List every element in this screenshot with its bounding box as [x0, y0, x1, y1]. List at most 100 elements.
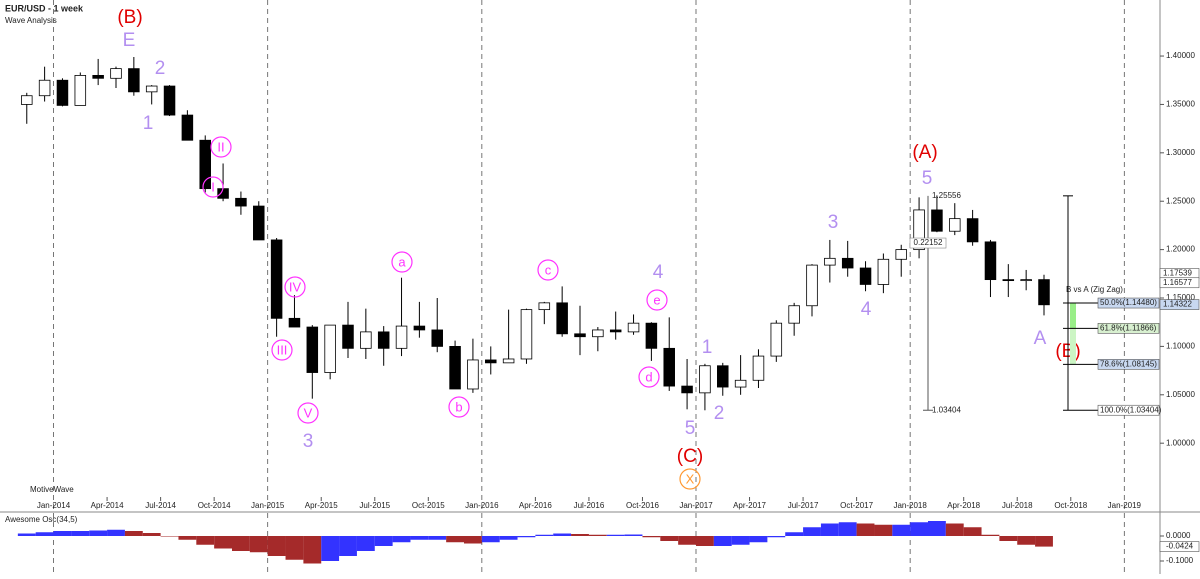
fib-label: 61.8%(1.11866) [1100, 323, 1157, 332]
wave-label: (B) [117, 7, 142, 28]
candle-body [966, 218, 979, 243]
osc-bar [856, 523, 875, 536]
wave-label: E [123, 30, 136, 51]
osc-bar [356, 536, 375, 551]
candle-body [92, 74, 104, 79]
osc-bar [1035, 536, 1053, 547]
wave-label: II [217, 139, 224, 154]
wave-label: 3 [303, 431, 314, 452]
wave-label: 2 [155, 58, 166, 79]
wave-label: 1 [143, 113, 154, 134]
candle-body [324, 324, 336, 373]
osc-bar [71, 531, 90, 536]
osc-bar [142, 533, 161, 536]
candle-body [609, 329, 622, 333]
x-tick-label: Jan-2014 [37, 501, 71, 510]
osc-bar [53, 531, 72, 536]
osc-bar [374, 536, 393, 546]
y-tick-label: 1.35000 [1166, 100, 1195, 109]
candle-body [56, 79, 69, 106]
osc-bar [838, 522, 857, 536]
osc-bar [1017, 536, 1036, 545]
osc-bar [767, 536, 786, 538]
wave-label: IV [289, 279, 302, 294]
osc-bar [446, 536, 464, 543]
wave-label: (A) [912, 142, 937, 163]
candle-body [770, 322, 783, 357]
osc-bar [820, 523, 839, 536]
candle-body [21, 95, 33, 105]
candle-body [538, 302, 551, 311]
measure-bottom-label: 1.03404 [932, 405, 961, 414]
candle-body [253, 205, 265, 241]
x-tick-label: Oct-2014 [198, 501, 231, 510]
fib-zone [1070, 328, 1076, 365]
candle-body [824, 257, 836, 266]
x-tick-label: Jul-2015 [359, 501, 390, 510]
osc-bar [232, 536, 250, 551]
x-tick-label: Jan-2017 [679, 501, 713, 510]
x-tick-label: Apr-2018 [947, 501, 980, 510]
wave-label: 5 [685, 418, 696, 439]
osc-bar [17, 533, 36, 536]
candle-body [110, 68, 122, 79]
candle-body [288, 317, 301, 328]
y-tick-label: 1.25000 [1166, 196, 1195, 205]
osc-bar [874, 524, 893, 536]
candle-body [377, 331, 390, 349]
price-marker-label: 1.16577 [1163, 278, 1192, 287]
candle-body [502, 358, 515, 364]
wave-circle [284, 276, 306, 298]
candle-body [663, 347, 675, 387]
candle-body [841, 257, 854, 269]
candle-body [485, 359, 497, 364]
candle-body [181, 114, 194, 141]
x-tick-label: Apr-2016 [519, 501, 552, 510]
x-tick-label: Jan-2018 [893, 501, 927, 510]
candle-body [163, 85, 176, 116]
osc-bar [606, 534, 625, 536]
wave-label: 2 [714, 403, 725, 424]
candle-body [342, 324, 354, 349]
y-tick-label: 1.00000 [1166, 438, 1195, 447]
osc-last-label: -0.0424 [1166, 542, 1194, 551]
wave-label: 5 [922, 168, 933, 189]
candle-body [395, 325, 408, 349]
wave-circle [638, 366, 660, 388]
wave-label: a [398, 254, 406, 269]
candle-body [949, 218, 961, 232]
osc-bar [571, 534, 589, 536]
measure-top-label: 1.25556 [932, 191, 961, 200]
x-tick-label: Jan-2015 [251, 501, 285, 510]
wave-circle [537, 259, 559, 281]
x-tick-label: Jul-2017 [788, 501, 819, 510]
osc-bar [696, 536, 714, 546]
wave-label: 4 [861, 299, 872, 320]
y-tick-label: 1.30000 [1166, 148, 1195, 157]
candle-body [199, 139, 211, 190]
wave-circle [679, 468, 701, 490]
fib-label: 78.6%(1.08145) [1100, 359, 1157, 368]
candle-body [306, 326, 319, 373]
wave-label: V [304, 405, 313, 420]
osc-bar [410, 536, 429, 540]
osc-bar [588, 534, 607, 536]
measure-range-label: 0.22152 [914, 238, 943, 247]
price-marker-label: 1.17539 [1163, 269, 1192, 278]
osc-bar [660, 536, 679, 541]
osc-bar [196, 536, 215, 545]
wave-label: III [277, 342, 288, 357]
fib-label-box [1097, 404, 1160, 416]
fib-label: 100.0%(1.03404) [1100, 405, 1162, 414]
candle-body [1002, 279, 1015, 282]
candle-body [145, 85, 158, 93]
wave-circle [202, 176, 224, 198]
candle-body [931, 209, 943, 232]
price-marker [1159, 277, 1200, 289]
candle-body [681, 385, 693, 394]
osc-bar [321, 536, 340, 561]
osc-bar [981, 534, 1000, 536]
osc-bar [803, 527, 821, 536]
wave-circle [391, 251, 413, 273]
wave-label: 4 [653, 262, 664, 283]
